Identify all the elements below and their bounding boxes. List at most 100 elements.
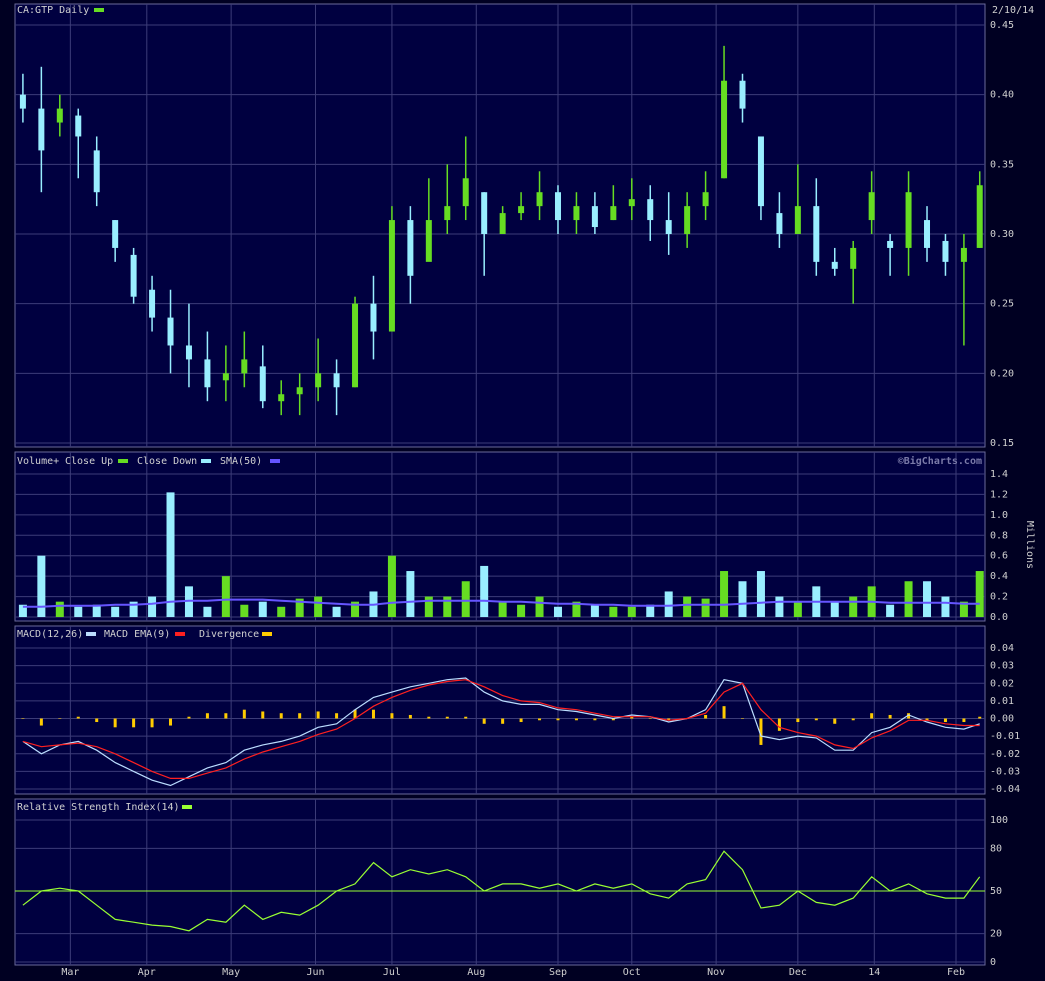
- y-tick-label: -0.03: [990, 766, 1020, 777]
- candle-body: [813, 206, 820, 262]
- candle-body: [665, 220, 672, 234]
- volume-bar: [959, 601, 968, 617]
- volume-bar: [975, 571, 984, 617]
- volume-bar: [129, 601, 138, 617]
- candle-body: [19, 94, 26, 109]
- y-tick-label: 0.25: [990, 299, 1014, 310]
- candle-body: [425, 220, 432, 262]
- volume-bar: [701, 598, 710, 617]
- candle-body: [960, 247, 967, 262]
- legend-swatch: [270, 459, 280, 463]
- divergence-bar: [169, 718, 173, 726]
- candle-body: [333, 373, 340, 388]
- volume-bar: [74, 606, 83, 617]
- divergence-bar: [630, 716, 634, 719]
- divergence-bar: [777, 718, 781, 731]
- candle-body: [462, 178, 469, 207]
- volume-bar: [461, 581, 470, 617]
- divergence-bar: [39, 718, 43, 726]
- y-tick-label: 0.2: [990, 592, 1008, 603]
- divergence-bar: [242, 709, 246, 719]
- divergence-bar: [427, 716, 431, 719]
- volume-bar: [517, 604, 526, 617]
- legend-label: Divergence: [199, 629, 259, 640]
- volume-bar: [775, 596, 784, 617]
- volume-bar: [738, 581, 747, 617]
- divergence-bar: [796, 718, 800, 723]
- divergence-bar: [667, 718, 671, 721]
- divergence-bar: [943, 718, 947, 723]
- x-tick-label: Aug: [467, 967, 485, 978]
- divergence-bar: [390, 713, 394, 719]
- y-tick-label: 0.35: [990, 159, 1014, 170]
- candle-body: [610, 206, 617, 221]
- y-tick-label: 0.4: [990, 571, 1008, 582]
- volume-bar: [314, 596, 323, 617]
- divergence-bar: [113, 718, 117, 728]
- divergence-bar: [132, 718, 136, 728]
- y-tick-label: 0.30: [990, 229, 1014, 240]
- volume-bar: [351, 601, 360, 617]
- legend-swatch: [201, 459, 211, 463]
- divergence-bar: [408, 714, 412, 719]
- volume-bar: [332, 606, 341, 617]
- divergence-bar: [833, 718, 837, 724]
- volume-bar: [18, 604, 27, 617]
- volume-bar: [258, 601, 267, 617]
- volume-bar: [498, 601, 507, 617]
- y-tick-label: -0.01: [990, 731, 1020, 742]
- volume-bar: [295, 598, 304, 617]
- candle-body: [794, 206, 801, 234]
- candle-body: [185, 345, 192, 360]
- chart-date: 2/10/14: [992, 5, 1034, 16]
- candle-body: [831, 261, 838, 269]
- y-axis-label: Millions: [1024, 521, 1035, 569]
- volume-bar: [886, 604, 895, 617]
- candle-body: [241, 359, 248, 374]
- legend-label: MACD(12,26): [17, 629, 83, 640]
- y-tick-label: 0.6: [990, 551, 1008, 562]
- sma-line: [22, 598, 980, 608]
- y-tick-label: 0.15: [990, 438, 1014, 449]
- divergence-bar: [279, 713, 283, 719]
- legend-label: Volume+: [17, 456, 59, 467]
- divergence-bar: [704, 714, 708, 719]
- legend-swatch: [86, 632, 96, 636]
- x-tick-label: Apr: [138, 967, 156, 978]
- candle-body: [352, 303, 359, 388]
- divergence-bar: [58, 718, 62, 719]
- legend-label: SMA(50): [220, 456, 262, 467]
- chart-title: Relative Strength Index(14): [17, 802, 180, 813]
- y-tick-label: 80: [990, 843, 1002, 854]
- candle-body: [444, 206, 451, 221]
- y-tick-label: 20: [990, 929, 1002, 940]
- volume-bar: [609, 606, 618, 617]
- candle-body: [296, 387, 303, 395]
- divergence-bar: [538, 718, 542, 721]
- rsi-line: [22, 850, 981, 932]
- y-tick-label: -0.04: [990, 784, 1020, 795]
- volume-bar: [793, 601, 802, 617]
- volume-bar: [92, 604, 101, 617]
- candle-body: [757, 136, 764, 207]
- volume-bar: [424, 596, 433, 617]
- divergence-bar: [353, 709, 357, 719]
- candle-body: [850, 247, 857, 269]
- divergence-bar: [519, 718, 523, 723]
- divergence-bar: [316, 711, 320, 719]
- candle-body: [370, 303, 377, 332]
- y-tick-label: 1.4: [990, 469, 1008, 480]
- x-tick-label: Oct: [623, 967, 641, 978]
- legend-swatch: [118, 459, 128, 463]
- candle-body: [721, 80, 728, 179]
- legend-swatch: [262, 632, 272, 636]
- legend-label: MACD EMA(9): [104, 629, 170, 640]
- y-tick-label: 0: [990, 957, 996, 968]
- candle-body: [518, 206, 525, 214]
- divergence-bar: [648, 718, 652, 719]
- candle-body: [278, 394, 285, 402]
- candle-body: [93, 150, 100, 193]
- y-tick-label: 0.02: [990, 678, 1014, 689]
- candle-body: [536, 192, 543, 207]
